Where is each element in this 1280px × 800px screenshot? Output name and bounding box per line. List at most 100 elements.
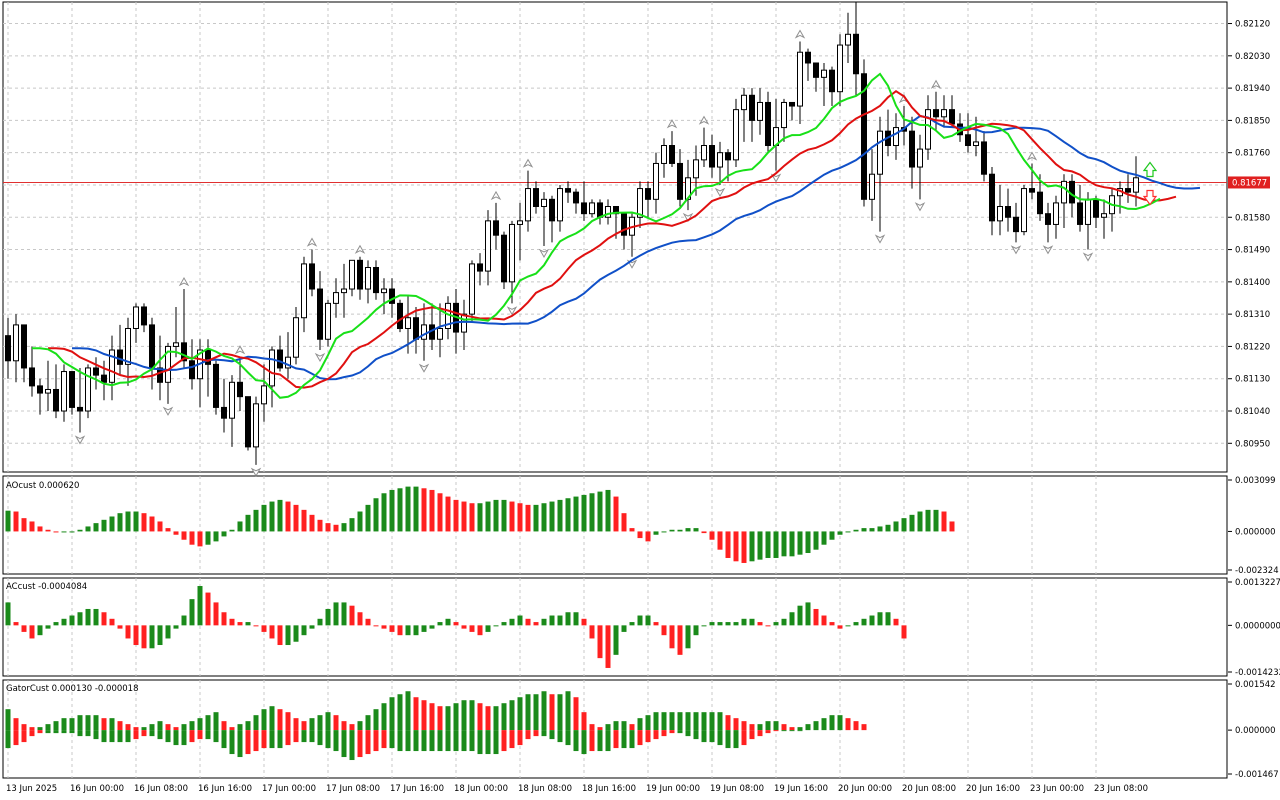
candle-body — [245, 396, 251, 448]
histogram-bar — [541, 618, 547, 626]
candle — [1053, 195, 1059, 239]
candle-body — [301, 263, 307, 319]
candle — [77, 367, 83, 433]
gator-upper-bar — [461, 700, 467, 731]
candle — [469, 260, 475, 322]
histogram-bar — [869, 615, 875, 626]
candle-body — [157, 367, 163, 383]
fractal-up-icon — [234, 345, 246, 355]
candle-body — [653, 162, 659, 200]
candle — [933, 91, 939, 132]
gator-lower-bar — [765, 730, 771, 734]
candle-body — [765, 101, 771, 147]
gator-upper-bar — [141, 727, 147, 731]
candle-body — [469, 263, 475, 315]
candle-body — [717, 152, 723, 168]
candle — [93, 357, 99, 390]
gator-lower-bar — [421, 730, 427, 752]
gator-upper-bar — [133, 727, 139, 731]
ao-indicator-panel[interactable]: AOcust 0.000620 — [5, 481, 955, 563]
price-tick-label: 0.81490 — [1235, 246, 1270, 256]
histogram-bar — [933, 509, 939, 532]
gator-upper-bar — [677, 712, 683, 731]
histogram-bar — [621, 513, 627, 532]
indicator-tick-label: 0.000000 — [1235, 527, 1276, 537]
gator-upper-bar — [405, 691, 411, 731]
histogram-bar — [13, 622, 19, 626]
gator-title: GatorCust 0.000130 -0.000018 — [6, 684, 139, 694]
time-label: 13 Jun 2025 — [6, 784, 57, 794]
histogram-bar — [69, 531, 75, 533]
candle-body — [5, 335, 11, 362]
time-label: 20 Jun 08:00 — [902, 784, 956, 794]
main-price-panel[interactable] — [3, 0, 1227, 477]
gator-lower-bar — [733, 730, 739, 749]
candle — [749, 88, 755, 142]
candle-body — [93, 367, 99, 376]
gator-upper-bar — [245, 721, 251, 731]
histogram-bar — [53, 622, 59, 626]
gator-lower-bar — [461, 730, 467, 752]
candle — [565, 181, 571, 203]
gator-upper-bar — [413, 697, 419, 731]
indicator-tick-label: -0.002324 — [1235, 566, 1279, 576]
gator-upper-bar — [733, 718, 739, 731]
gator-upper-bar — [269, 706, 275, 731]
gator-lower-bar — [61, 730, 67, 734]
candle-body — [1013, 216, 1019, 233]
candle-body — [949, 109, 955, 125]
histogram-bar — [869, 528, 875, 532]
gator-lower-bar — [517, 730, 523, 746]
gator-lower-bar — [549, 730, 555, 740]
gator-upper-bar — [485, 706, 491, 731]
histogram-bar — [517, 615, 523, 626]
gator-lower-bar — [229, 730, 235, 755]
gator-upper-bar — [109, 718, 115, 731]
candle — [1133, 156, 1139, 207]
candle-body — [333, 292, 339, 304]
candle-body — [1005, 206, 1011, 218]
gator-lower-bar — [429, 730, 435, 752]
candle-body — [525, 188, 531, 222]
histogram-bar — [125, 511, 131, 532]
candle — [421, 303, 427, 361]
candle — [125, 317, 131, 386]
gator-lower-bar — [45, 730, 51, 734]
gator-upper-bar — [861, 724, 867, 731]
ac-indicator-panel[interactable]: ACcust -0.0004084 — [5, 582, 907, 668]
histogram-bar — [861, 618, 867, 626]
gator-upper-bar — [589, 724, 595, 731]
gator-upper-bar — [629, 724, 635, 731]
gator-indicator-panel[interactable]: GatorCust 0.000130 -0.000018 — [5, 684, 867, 761]
histogram-bar — [229, 529, 235, 532]
histogram-bar — [413, 625, 419, 636]
gator-lower-bar — [397, 730, 403, 752]
gator-lower-bar — [53, 730, 59, 734]
candle — [21, 324, 27, 383]
histogram-bar — [909, 514, 915, 532]
gator-lower-bar — [181, 730, 187, 746]
candle — [397, 299, 403, 333]
gator-lower-bar — [157, 730, 163, 740]
price-tick-label: 0.82030 — [1235, 52, 1270, 62]
gator-lower-bar — [749, 730, 755, 740]
histogram-bar — [61, 531, 67, 533]
candle — [197, 339, 203, 408]
candle-body — [565, 188, 571, 193]
candle-body — [485, 220, 491, 272]
gator-lower-bar — [381, 730, 387, 749]
candle — [853, 2, 859, 96]
candle — [525, 170, 531, 232]
histogram-bar — [365, 504, 371, 532]
gator-lower-bar — [117, 730, 123, 743]
histogram-bar — [173, 531, 179, 535]
candle-body — [1101, 213, 1107, 218]
time-label: 16 Jun 08:00 — [134, 784, 188, 794]
candle — [61, 364, 67, 422]
gator-upper-bar — [21, 724, 27, 731]
gator-lower-bar — [693, 730, 699, 740]
histogram-bar — [221, 531, 227, 537]
histogram-bar — [605, 625, 611, 668]
histogram-bar — [421, 625, 427, 632]
